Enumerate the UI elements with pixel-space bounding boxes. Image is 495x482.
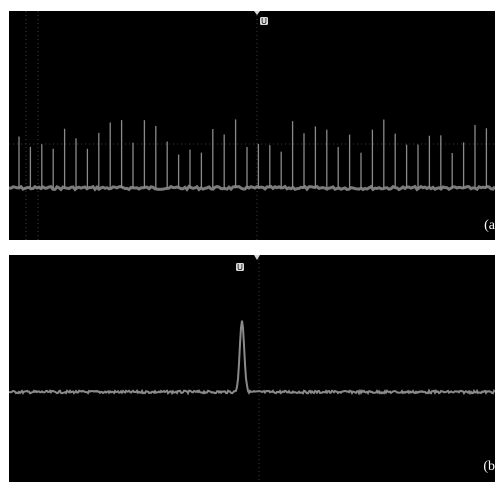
trigger-marker-icon: U	[235, 262, 245, 272]
trigger-arrow-icon	[254, 11, 260, 15]
svg-text:U: U	[237, 263, 243, 272]
trigger-arrow-icon	[254, 255, 260, 260]
oscilloscope-panel-b: U (b	[9, 255, 495, 482]
svg-text:U: U	[261, 17, 267, 26]
panel-label-a: (a	[484, 218, 495, 233]
trace-pulse-single	[9, 320, 495, 396]
trace-baseline	[9, 184, 495, 192]
waveform-display-a	[9, 11, 495, 240]
oscilloscope-panel-a: U (a	[9, 11, 495, 240]
trigger-marker-icon: U	[259, 16, 269, 26]
waveform-display-b	[9, 255, 495, 482]
panel-label-b: (b	[483, 459, 495, 474]
